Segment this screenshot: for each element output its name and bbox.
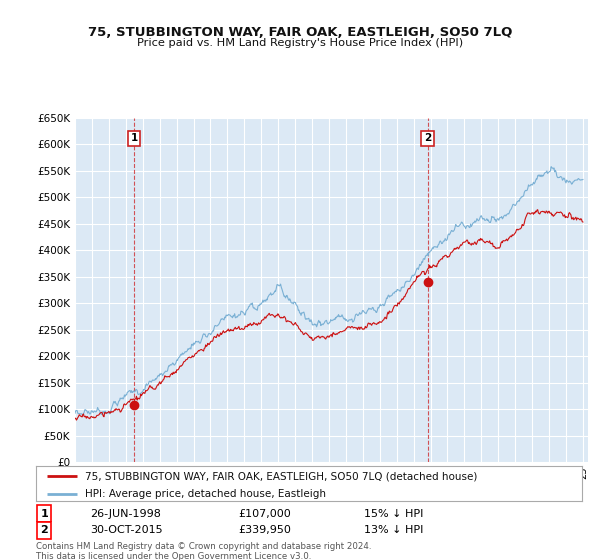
- Text: 75, STUBBINGTON WAY, FAIR OAK, EASTLEIGH, SO50 7LQ (detached house): 75, STUBBINGTON WAY, FAIR OAK, EASTLEIGH…: [85, 471, 478, 481]
- Text: 2: 2: [40, 525, 48, 535]
- Text: 2: 2: [424, 133, 431, 143]
- Text: 15% ↓ HPI: 15% ↓ HPI: [364, 508, 423, 519]
- Text: 1: 1: [40, 508, 48, 519]
- Text: 26-JUN-1998: 26-JUN-1998: [91, 508, 161, 519]
- Text: 13% ↓ HPI: 13% ↓ HPI: [364, 525, 423, 535]
- Text: 30-OCT-2015: 30-OCT-2015: [91, 525, 163, 535]
- Text: 75, STUBBINGTON WAY, FAIR OAK, EASTLEIGH, SO50 7LQ: 75, STUBBINGTON WAY, FAIR OAK, EASTLEIGH…: [88, 26, 512, 39]
- Text: Contains HM Land Registry data © Crown copyright and database right 2024.
This d: Contains HM Land Registry data © Crown c…: [36, 542, 371, 560]
- Text: £339,950: £339,950: [238, 525, 291, 535]
- Text: HPI: Average price, detached house, Eastleigh: HPI: Average price, detached house, East…: [85, 488, 326, 498]
- Text: £107,000: £107,000: [238, 508, 291, 519]
- Text: 1: 1: [131, 133, 138, 143]
- Text: Price paid vs. HM Land Registry's House Price Index (HPI): Price paid vs. HM Land Registry's House …: [137, 38, 463, 48]
